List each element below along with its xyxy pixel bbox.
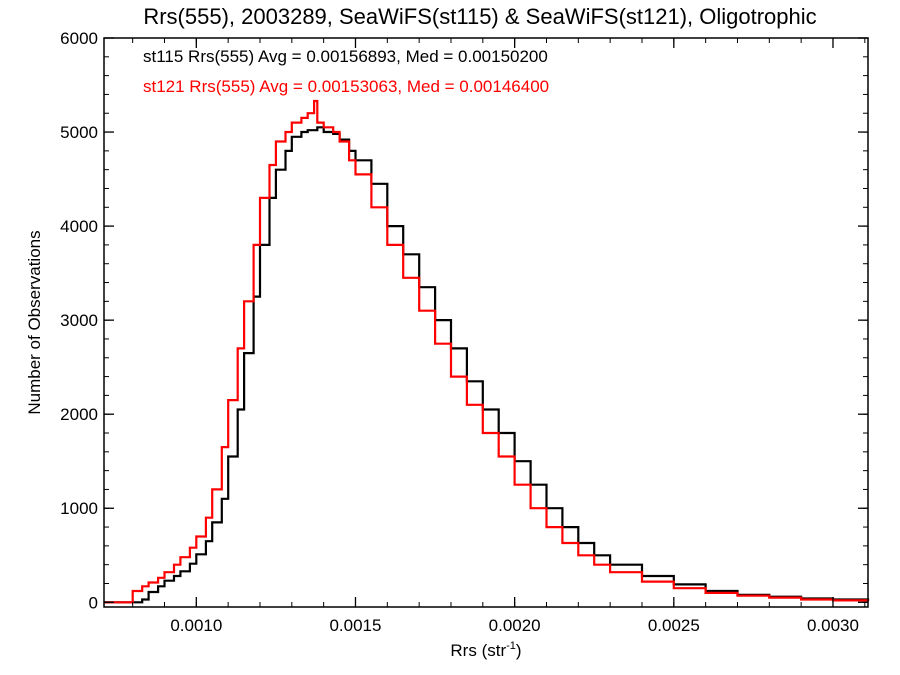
y-axis-label: Number of Observations <box>25 230 44 414</box>
x-tick-label: 0.0025 <box>648 616 700 635</box>
x-tick-label: 0.0030 <box>807 616 859 635</box>
series-layer <box>104 99 870 604</box>
x-tick-label: 0.0020 <box>489 616 541 635</box>
series-line-1 <box>104 126 870 604</box>
y-tick-label: 3000 <box>60 311 98 330</box>
chart-title: Rrs(555), 2003289, SeaWiFS(st115) & SeaW… <box>143 4 816 29</box>
x-tick-label: 0.0015 <box>329 616 381 635</box>
y-tick-label: 0 <box>89 593 98 612</box>
plot-frame <box>103 37 869 608</box>
legend: st115 Rrs(555) Avg = 0.00156893, Med = 0… <box>143 47 549 96</box>
legend-annotation-1: st115 Rrs(555) Avg = 0.00156893, Med = 0… <box>143 47 548 66</box>
ticks-layer: 0.0010 0.0015 0.0020 0.0025 0.0030 0 1000 2000 3… <box>60 29 868 635</box>
y-tick-label: 2000 <box>60 405 98 424</box>
series-line-2 <box>104 99 870 604</box>
x-axis-label: Rrs (str-1) <box>450 640 521 660</box>
x-tick-label: 0.0010 <box>170 616 222 635</box>
y-tick-label: 5000 <box>60 123 98 142</box>
y-tick-label: 6000 <box>60 29 98 48</box>
y-tick-label: 1000 <box>60 499 98 518</box>
y-tick-label: 4000 <box>60 217 98 236</box>
legend-annotation-2: st121 Rrs(555) Avg = 0.00153063, Med = 0… <box>143 77 549 96</box>
